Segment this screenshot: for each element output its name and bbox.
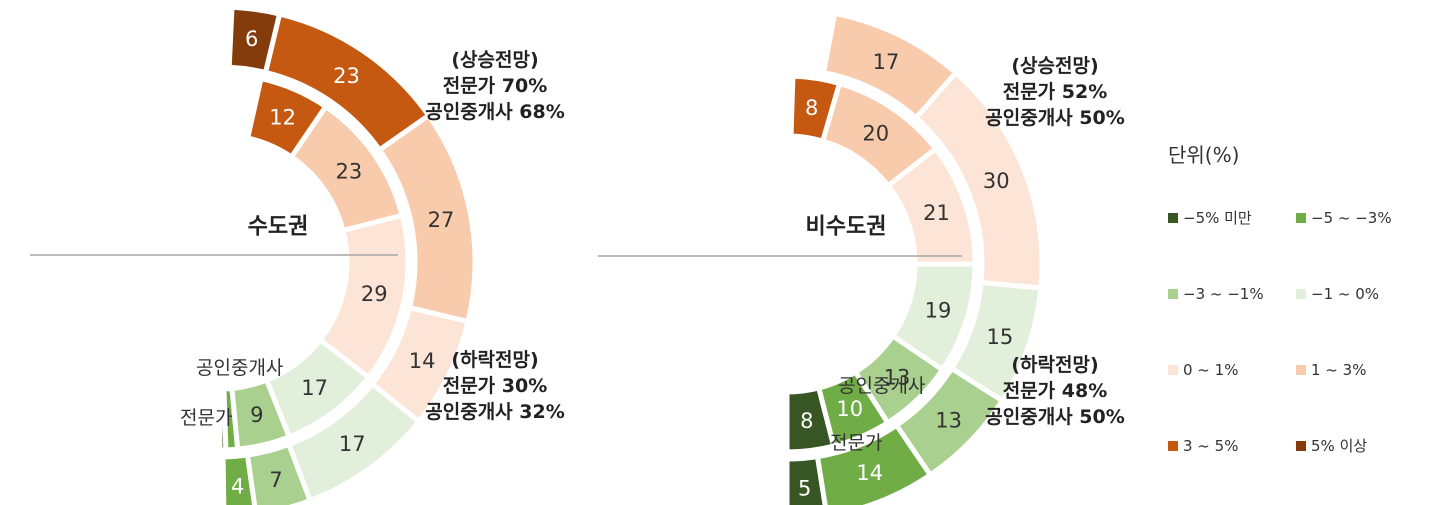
legend-item: 3 ~ 5% [1168, 437, 1238, 455]
summary-falling-expert: 전문가 30% [443, 375, 548, 397]
legend-item: 1 ~ 3% [1296, 361, 1366, 379]
segment-value-label: 13 [935, 409, 962, 433]
legend-swatch [1296, 441, 1306, 451]
segment-value-label: 5 [798, 476, 811, 500]
summary-falling-title: (하락전망) [1011, 354, 1098, 376]
segment-value-label: 17 [873, 50, 900, 74]
summary-rising-title: (상승전망) [1011, 55, 1098, 77]
ring-label-expert-noncapital: 전문가 [830, 432, 882, 454]
legend-swatch [1168, 289, 1178, 299]
segment-value-label: 27 [428, 208, 455, 232]
segment-value-label: 21 [923, 201, 950, 225]
segment-value-label: 29 [361, 282, 388, 306]
segment-agent-0-6 [244, 75, 330, 161]
segment-value-label: 12 [269, 106, 296, 130]
legend-item: 5% 이상 [1296, 437, 1367, 455]
segment-expert-1-5 [820, 10, 960, 122]
legend-swatch [1296, 365, 1306, 375]
legend-item: −5% 미만 [1168, 209, 1252, 227]
segment-value-label: 8 [800, 409, 813, 433]
ring-label-expert-capital: 전문가 [180, 407, 232, 429]
chart-segments: 9 17 29 23 12 4 7 17 14 27 23 6 8 10 13 19 21 20 8 5 14 13 15 3… [217, 4, 1045, 505]
summary-falling-expert: 전문가 48% [1003, 380, 1108, 402]
segment-value-label: 20 [862, 121, 889, 145]
legend-label: −5% 미만 [1183, 209, 1252, 227]
legend-swatch [1296, 213, 1306, 223]
summary-rising-agent: 공인중개사 50% [985, 107, 1125, 129]
segment-value-label: 10 [836, 397, 863, 421]
segment-value-label: 8 [805, 96, 818, 120]
legend-label: −5 ~ −3% [1311, 209, 1392, 227]
summary-falling-agent: 공인중개사 50% [985, 406, 1125, 428]
segment-value-label: 9 [250, 403, 263, 427]
legend-item: 0 ~ 1% [1168, 361, 1238, 379]
legend-item: −3 ~ −1% [1168, 285, 1264, 303]
legend-swatch [1168, 213, 1178, 223]
summary-rising-capital: (상승전망) 전문가 70% 공인중개사 68% [425, 49, 565, 123]
legend-label: −1 ~ 0% [1311, 285, 1379, 303]
summary-falling-title: (하락전망) [451, 349, 538, 371]
summary-falling-agent: 공인중개사 32% [425, 401, 565, 423]
region-title-capital: 수도권 [248, 215, 309, 240]
segment-value-label: 17 [301, 376, 328, 400]
legend-label: 1 ~ 3% [1311, 361, 1366, 379]
segment-agent-1-6 [788, 73, 843, 145]
ring-label-agent-capital: 공인중개사 [196, 357, 283, 379]
segment-value-label: 13 [884, 366, 911, 390]
summary-rising-expert: 전문가 70% [443, 75, 548, 97]
segment-value-label: 23 [333, 64, 360, 88]
region-title-noncapital: 비수도권 [806, 215, 887, 240]
legend-label: −3 ~ −1% [1183, 285, 1264, 303]
legend-label: 0 ~ 1% [1183, 361, 1238, 379]
summary-rising-expert: 전문가 52% [1003, 81, 1108, 103]
segment-value-label: 19 [925, 299, 952, 323]
segment-value-label: 17 [339, 432, 366, 456]
legend-swatch [1168, 365, 1178, 375]
legend-label: 3 ~ 5% [1183, 437, 1238, 455]
legend-swatch [1168, 441, 1178, 451]
legend-item: −5 ~ −3% [1296, 209, 1392, 227]
segment-value-label: 15 [987, 325, 1014, 349]
legend-label: 5% 이상 [1311, 437, 1367, 455]
summary-falling-noncapital: (하락전망) 전문가 48% 공인중개사 50% [985, 354, 1125, 428]
segment-expert-0-7 [226, 4, 283, 76]
segment-value-label: 4 [231, 474, 244, 498]
segment-value-label: 23 [336, 159, 363, 183]
segment-value-label: 6 [245, 27, 258, 51]
legend: −5% 미만 −5 ~ −3% −3 ~ −1% −1 ~ 0% 0 ~ 1% 1 ~ 3… [1168, 209, 1392, 455]
legend-item: −1 ~ 0% [1296, 285, 1379, 303]
segment-value-label: 14 [856, 461, 883, 485]
summary-rising-title: (상승전망) [451, 49, 538, 71]
summary-rising-agent: 공인중개사 68% [425, 101, 565, 123]
ring-label-agent-noncapital: 공인중개사 [838, 375, 925, 397]
summary-rising-noncapital: (상승전망) 전문가 52% 공인중개사 50% [985, 55, 1125, 129]
unit-label: 단위(%) [1168, 143, 1239, 167]
summary-falling-capital: (하락전망) 전문가 30% 공인중개사 32% [425, 349, 565, 423]
segment-value-label: 7 [269, 468, 282, 492]
legend-swatch [1296, 289, 1306, 299]
segment-value-label: 30 [983, 169, 1010, 193]
segment-value-label: 14 [409, 349, 436, 373]
